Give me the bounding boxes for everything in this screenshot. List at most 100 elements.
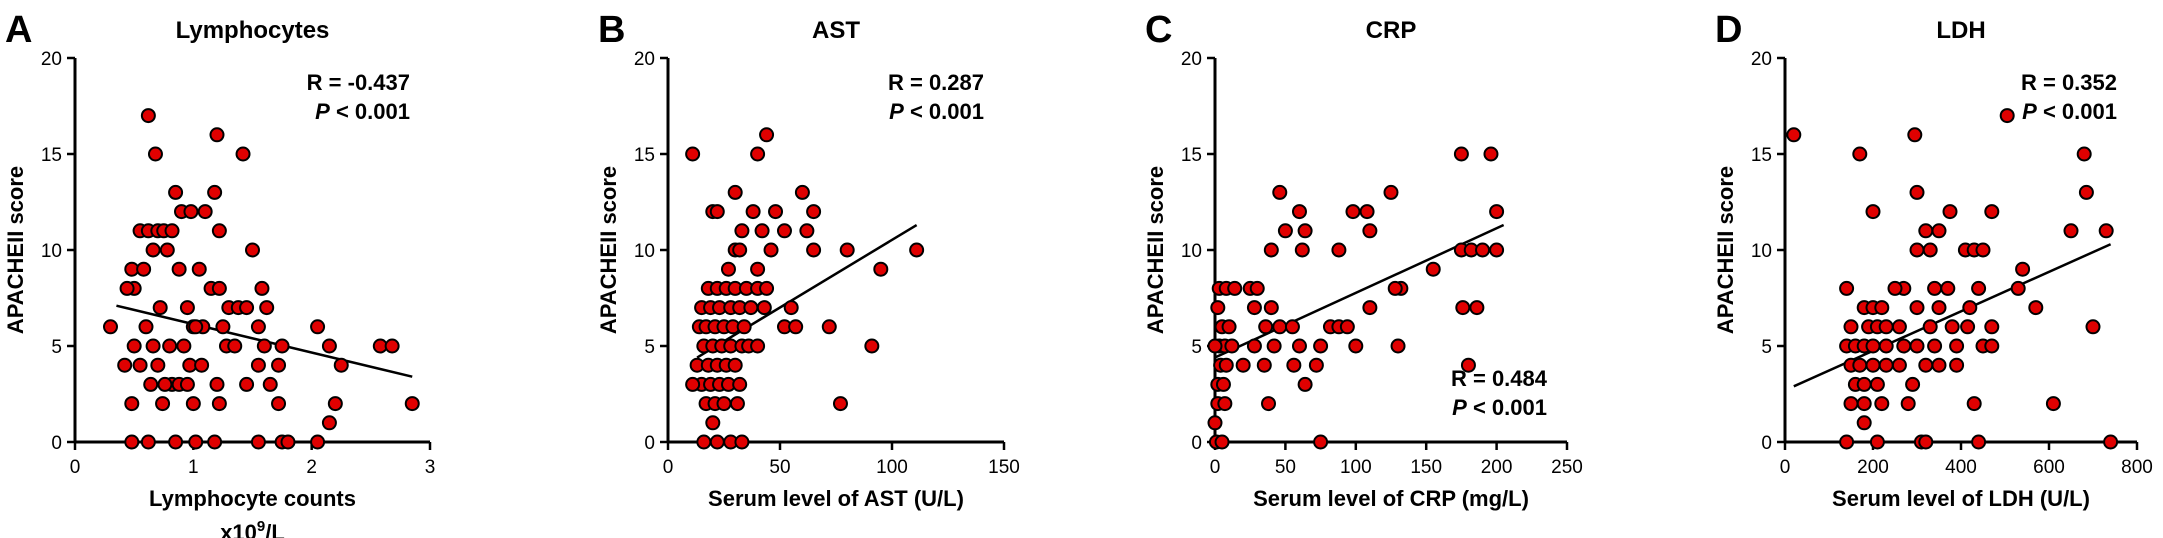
data-point	[1308, 357, 1324, 373]
data-point	[1489, 242, 1505, 258]
p-value-letter: P	[889, 99, 904, 124]
p-value-letter: P	[315, 99, 330, 124]
data-point	[1843, 319, 1859, 335]
data-point	[2078, 184, 2094, 200]
chart-panel-b: 0 5 10 15 20 0 50 100 150 B AST APACHEII score Serum…	[596, 9, 1020, 511]
data-point	[159, 242, 175, 258]
data-point	[1210, 300, 1226, 316]
data-point	[759, 280, 775, 296]
data-point	[235, 146, 251, 162]
data-point	[207, 184, 223, 200]
x-tick-label: 600	[2033, 457, 2065, 478]
data-point	[404, 396, 420, 412]
y-axis-label: APACHEII score	[1713, 166, 1738, 334]
x-tick-label: 100	[1340, 457, 1372, 478]
data-point	[736, 319, 752, 335]
y-axis-label: APACHEII score	[596, 166, 621, 334]
data-point	[1975, 242, 1991, 258]
data-point	[188, 434, 204, 450]
data-point	[1291, 338, 1307, 354]
data-point	[209, 376, 225, 392]
data-point	[1878, 357, 1894, 373]
data-point	[1940, 280, 1956, 296]
data-point	[1221, 319, 1237, 335]
data-point	[1852, 146, 1868, 162]
data-point	[1962, 300, 1978, 316]
data-point	[1246, 300, 1262, 316]
x-axis-label: Serum level of LDH (U/L)	[1832, 486, 2090, 511]
data-point	[310, 434, 326, 450]
data-point	[1887, 280, 1903, 296]
data-point	[150, 357, 166, 373]
data-point	[1984, 204, 2000, 220]
data-point	[250, 357, 266, 373]
x-tick-label: 50	[1275, 457, 1296, 478]
data-point	[1475, 242, 1491, 258]
y-tick-label: 5	[1761, 337, 1772, 358]
data-point	[1460, 357, 1476, 373]
data-point	[756, 300, 772, 316]
data-point	[1942, 204, 1958, 220]
data-point	[171, 261, 187, 277]
data-point	[743, 300, 759, 316]
chart-title: CRP	[1366, 17, 1417, 44]
data-point	[140, 108, 156, 124]
data-point	[1922, 242, 1938, 258]
data-point	[783, 300, 799, 316]
data-point	[1909, 300, 1925, 316]
data-point	[250, 434, 266, 450]
data-point	[1843, 396, 1859, 412]
data-point	[1469, 300, 1485, 316]
data-point	[145, 338, 161, 354]
y-tick-label: 15	[41, 145, 62, 166]
data-point	[124, 396, 140, 412]
panel-letter: D	[1715, 9, 1742, 51]
data-point	[750, 338, 766, 354]
data-point	[1865, 204, 1881, 220]
data-point	[1266, 338, 1282, 354]
data-point	[1455, 300, 1471, 316]
data-point	[126, 338, 142, 354]
data-point	[727, 357, 743, 373]
y-tick-label: 0	[51, 433, 62, 454]
data-point	[1918, 223, 1934, 239]
data-point	[1313, 434, 1329, 450]
data-point	[227, 338, 243, 354]
data-point	[754, 223, 770, 239]
data-point	[1359, 204, 1375, 220]
data-point	[1856, 396, 1872, 412]
data-point	[1909, 242, 1925, 258]
data-point	[768, 204, 784, 220]
y-tick-label: 10	[1751, 241, 1772, 262]
y-tick-label: 10	[41, 241, 62, 262]
data-point	[1294, 242, 1310, 258]
data-point	[750, 261, 766, 277]
data-point	[1852, 357, 1868, 373]
x-tick-label: 200	[1481, 457, 1513, 478]
data-point	[209, 127, 225, 143]
y-tick-label: 20	[634, 49, 655, 70]
y-tick-label: 15	[634, 145, 655, 166]
data-point	[145, 242, 161, 258]
p-value-letter: P	[1452, 395, 1467, 420]
data-point	[1348, 338, 1364, 354]
data-point	[1297, 376, 1313, 392]
p-value: P < 0.001	[1452, 395, 1547, 420]
data-point	[1345, 204, 1361, 220]
data-point	[1971, 434, 1987, 450]
y-tick-label: 20	[41, 49, 62, 70]
data-point	[1235, 357, 1251, 373]
data-point	[1263, 300, 1279, 316]
data-point	[1425, 261, 1441, 277]
data-point	[1218, 357, 1234, 373]
correlation-r: R = 0.484	[1451, 366, 1548, 391]
data-point	[1931, 300, 1947, 316]
data-point	[1249, 280, 1265, 296]
data-point	[1984, 319, 2000, 335]
data-point	[1261, 396, 1277, 412]
data-point	[1891, 319, 1907, 335]
data-point	[788, 319, 804, 335]
data-point	[327, 396, 343, 412]
y-tick-label: 5	[51, 337, 62, 358]
